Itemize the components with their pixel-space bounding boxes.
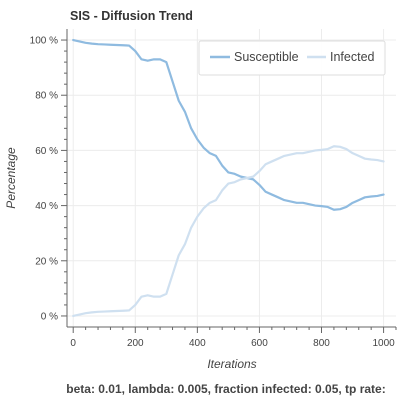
y-tick-label: 80 % — [35, 91, 58, 102]
y-tick-label: 0 % — [41, 311, 58, 322]
y-tick-labels: 0 % 20 % 40 % 60 % 80 % 100 % — [30, 36, 58, 323]
x-axis-label: Iterations — [207, 357, 256, 371]
series-line-infected — [72, 145, 385, 318]
y-tick-label: 40 % — [35, 201, 58, 212]
x-tick-label: 200 — [127, 338, 144, 349]
x-tick-label: 800 — [313, 338, 330, 349]
x-tick-label: 400 — [189, 338, 206, 349]
y-tick-label: 20 % — [35, 256, 58, 267]
legend-box — [198, 40, 386, 76]
legend-label-infected: Infected — [330, 50, 375, 64]
legend: Susceptible Infected — [198, 40, 386, 76]
gridlines — [67, 29, 396, 327]
x-tick-label: 0 — [70, 338, 76, 349]
legend-label-susceptible: Susceptible — [234, 50, 299, 64]
series-line-susceptible — [72, 38, 385, 211]
chart-caption: beta: 0.01, lambda: 0.005, fraction infe… — [66, 382, 385, 396]
series-lines — [72, 38, 385, 318]
chart-title: SIS - Diffusion Trend — [70, 9, 193, 23]
y-tick-label: 100 % — [30, 36, 58, 47]
x-tick-label: 1000 — [372, 338, 395, 349]
x-tick-label: 600 — [251, 338, 268, 349]
x-tick-labels: 0 200 400 600 800 1000 — [70, 338, 395, 349]
y-axis-label: Percentage — [4, 147, 18, 209]
axes — [61, 29, 397, 333]
y-tick-label: 60 % — [35, 146, 58, 157]
